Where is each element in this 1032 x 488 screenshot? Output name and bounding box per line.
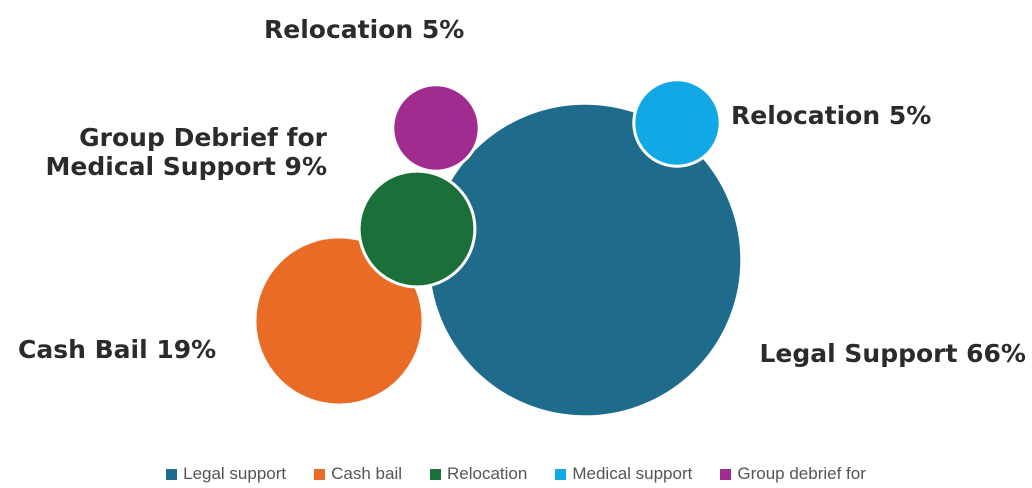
legend-label-group-debrief: Group debrief for <box>737 464 866 483</box>
legend-item-legal-support: Legal support <box>166 464 286 484</box>
bubble-label-relocation-line-2: Medical Support 9% <box>46 152 327 181</box>
legend-label-relocation: Relocation <box>447 464 528 483</box>
bubble-relocation <box>357 169 477 289</box>
bubble-group <box>253 78 744 419</box>
legend-label-medical-support: Medical support <box>572 464 693 483</box>
bubble-cash-bail <box>253 235 425 407</box>
chart-legend: Legal support Cash bail Relocation Medic… <box>0 462 1032 486</box>
legend-swatch-medical-support <box>555 468 567 480</box>
legend-label-cash-bail: Cash bail <box>331 464 403 483</box>
bubble-label-relocation-line-1: Group Debrief for <box>79 123 328 152</box>
bubble-medical-support <box>632 78 722 168</box>
bubble-group-debrief <box>391 83 481 173</box>
bubble-label-medical-support: Relocation 5% <box>731 101 931 130</box>
legend-label-legal-support: Legal support <box>183 464 287 483</box>
legend-swatch-legal-support <box>166 468 178 480</box>
legend-swatch-group-debrief <box>720 468 732 480</box>
bubble-chart: Legal Support 66% Cash Bail 19% Group De… <box>18 15 1026 419</box>
bubble-label-legal-support: Legal Support 66% <box>759 339 1026 368</box>
legend-item-cash-bail: Cash bail <box>314 464 402 484</box>
legend-item-medical-support: Medical support <box>555 464 692 484</box>
legend-item-relocation: Relocation <box>430 464 527 484</box>
bubble-label-cash-bail: Cash Bail 19% <box>18 335 216 364</box>
legend-swatch-relocation <box>430 468 442 480</box>
bubble-label-group-debrief: Relocation 5% <box>264 15 464 44</box>
legend-swatch-cash-bail <box>314 468 326 480</box>
legend-item-group-debrief: Group debrief for <box>720 464 866 484</box>
